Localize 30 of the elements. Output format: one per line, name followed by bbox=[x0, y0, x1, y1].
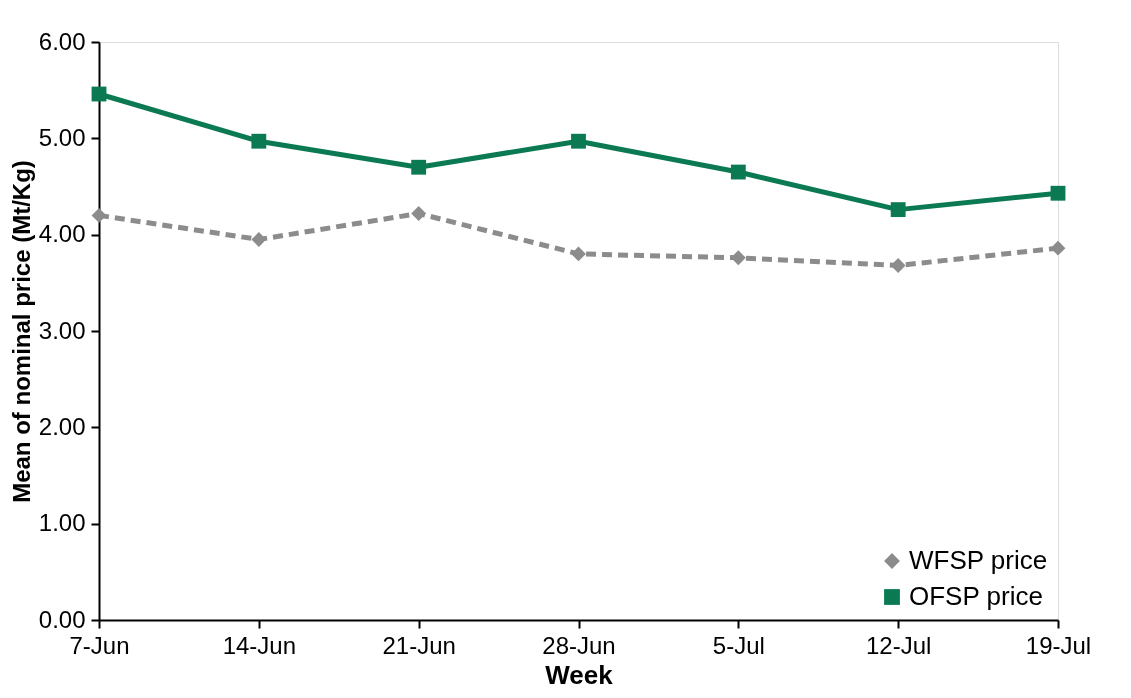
y-tick-label: 6.00 bbox=[38, 27, 86, 55]
point bbox=[1050, 240, 1066, 256]
point bbox=[1050, 185, 1066, 201]
point bbox=[571, 246, 586, 262]
x-tick-label: 14-Jun bbox=[222, 631, 297, 659]
legend-label: WFSP price bbox=[909, 545, 1048, 575]
point bbox=[571, 133, 586, 149]
point bbox=[251, 232, 267, 247]
y-tick-label: 2.00 bbox=[38, 412, 86, 440]
y-tick-label: 1.00 bbox=[38, 509, 86, 537]
y-tick-label: 3.00 bbox=[38, 316, 86, 344]
y-tick-label: 0.00 bbox=[38, 605, 86, 633]
point bbox=[411, 206, 427, 221]
y-axis-title: Mean of nominal price (Mt/Kg) bbox=[7, 160, 35, 503]
point bbox=[411, 159, 427, 175]
x-tick-label: 19-Jul bbox=[1025, 631, 1092, 659]
point bbox=[890, 202, 906, 218]
point bbox=[730, 164, 746, 180]
x-tick-label: 28-Jun bbox=[542, 631, 616, 659]
x-axis-title: Week bbox=[545, 659, 614, 690]
x-tick-label: 21-Jun bbox=[382, 631, 456, 659]
x-tick-label: 12-Jul bbox=[865, 631, 932, 659]
point bbox=[251, 133, 267, 149]
y-tick-label: 5.00 bbox=[38, 123, 86, 151]
x-tick-label: 5-Jul bbox=[712, 631, 765, 659]
y-tick-label: 4.00 bbox=[38, 220, 86, 248]
point bbox=[890, 258, 906, 273]
legend-label: OFSP price bbox=[909, 581, 1043, 611]
x-tick-label: 7-Jun bbox=[69, 631, 130, 659]
point bbox=[91, 207, 107, 223]
